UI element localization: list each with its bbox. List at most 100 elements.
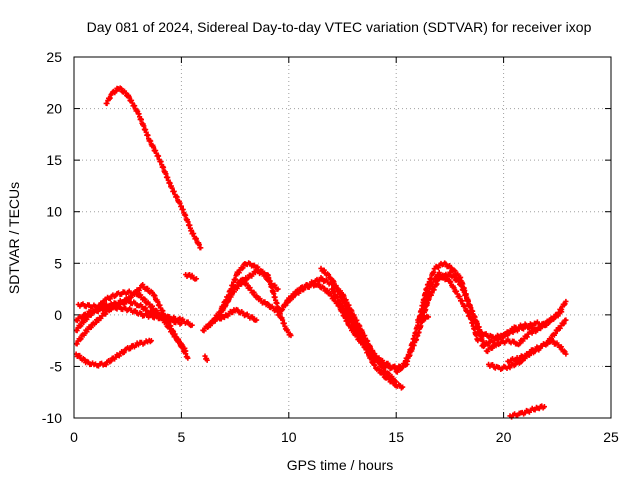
data-point — [437, 272, 441, 275]
data-point — [186, 356, 190, 360]
data-point — [147, 310, 151, 313]
x-tick-label: 0 — [70, 429, 78, 445]
data-point — [115, 306, 119, 309]
data-point — [341, 298, 344, 301]
data-point — [244, 313, 248, 317]
data-point — [523, 323, 527, 327]
data-point — [538, 326, 542, 329]
axis-ticks — [73, 56, 612, 419]
data-point — [541, 344, 544, 347]
data-point — [289, 334, 293, 337]
data-point — [558, 344, 561, 347]
data-point — [519, 412, 522, 416]
data-point — [427, 315, 430, 319]
data-point — [341, 305, 344, 308]
data-point — [416, 334, 419, 337]
data-point — [111, 91, 114, 95]
data-point — [528, 332, 531, 335]
x-tick-label: 5 — [178, 429, 186, 445]
data-point — [255, 270, 258, 273]
x-tick-label: 25 — [603, 429, 619, 445]
data-point — [87, 311, 91, 314]
data-point — [373, 365, 376, 368]
data-point — [534, 321, 538, 325]
data-point — [459, 277, 462, 280]
data-point — [257, 298, 260, 301]
data-point — [517, 356, 520, 360]
data-point — [528, 409, 531, 412]
data-point — [244, 262, 248, 265]
data-point — [233, 308, 237, 311]
series-arc-26 — [544, 317, 569, 347]
series-arc-16 — [329, 286, 406, 391]
series-arc-6 — [73, 337, 154, 369]
data-point — [416, 318, 419, 322]
y-tick-label: 25 — [46, 49, 62, 65]
data-point — [470, 308, 473, 311]
data-point — [326, 289, 329, 293]
data-point — [126, 93, 129, 97]
data-point — [459, 298, 462, 301]
data-point — [98, 316, 101, 320]
grid-lines — [74, 57, 611, 418]
data-point — [208, 323, 211, 327]
data-point — [506, 339, 510, 342]
data-point — [83, 318, 86, 322]
x-axis-label: GPS time / hours — [287, 457, 394, 473]
data-point — [347, 323, 351, 327]
data-point — [201, 329, 205, 332]
data-point — [85, 361, 89, 364]
data-point — [190, 323, 194, 327]
data-point — [190, 231, 194, 234]
data-point — [543, 405, 546, 408]
data-point — [253, 264, 256, 267]
data-point — [244, 277, 248, 280]
data-point — [536, 406, 540, 409]
data-point — [401, 385, 404, 389]
data-point — [495, 342, 499, 345]
data-point — [190, 275, 194, 278]
data-point — [283, 303, 286, 306]
data-point — [498, 367, 501, 370]
data-point — [384, 370, 387, 373]
series-arc-1 — [103, 85, 204, 251]
series-arc-5 — [75, 282, 189, 354]
plot-frame — [73, 56, 612, 419]
data-point — [545, 342, 548, 345]
data-point — [223, 305, 226, 308]
data-point — [115, 293, 119, 296]
marker-band — [221, 267, 294, 339]
data-point — [248, 287, 252, 291]
data-point — [126, 347, 129, 351]
data-point — [502, 334, 505, 337]
data-point — [485, 349, 488, 353]
data-point — [137, 342, 140, 345]
data-point — [319, 277, 323, 280]
data-point — [115, 354, 119, 358]
data-point — [184, 273, 187, 276]
data-point — [169, 184, 172, 188]
marker-band — [507, 403, 548, 420]
y-tick-label: -5 — [50, 358, 63, 374]
data-point — [425, 287, 428, 291]
data-point — [141, 313, 144, 317]
data-point — [513, 327, 516, 330]
data-point — [564, 318, 568, 322]
data-point — [195, 277, 198, 280]
y-tick-label: -10 — [42, 410, 62, 426]
data-point — [433, 267, 437, 270]
data-point — [506, 360, 510, 363]
data-point — [203, 354, 207, 358]
series-arc-4 — [73, 303, 184, 327]
data-point — [137, 293, 140, 296]
data-point — [384, 365, 387, 368]
y-tick-label: 10 — [46, 204, 62, 220]
data-point — [362, 334, 366, 337]
data-point — [184, 349, 187, 353]
data-point — [429, 284, 432, 288]
data-point — [152, 293, 155, 296]
data-point — [236, 272, 239, 275]
series-arc-7 — [183, 272, 200, 282]
data-point — [77, 303, 80, 306]
data-point — [362, 344, 366, 347]
